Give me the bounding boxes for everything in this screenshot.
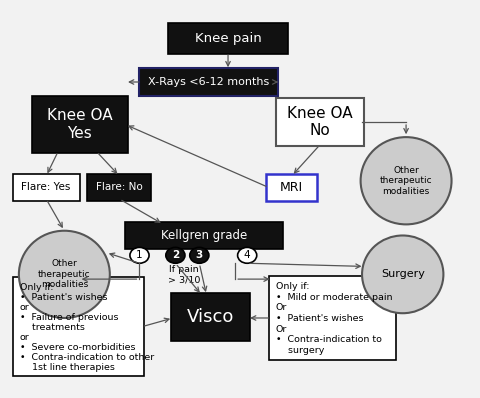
FancyBboxPatch shape xyxy=(276,98,364,146)
FancyBboxPatch shape xyxy=(266,174,317,201)
Text: If pain
> 3/10: If pain > 3/10 xyxy=(168,265,200,284)
Text: or: or xyxy=(20,302,30,312)
Ellipse shape xyxy=(360,137,452,224)
Circle shape xyxy=(130,248,149,263)
Text: 2: 2 xyxy=(172,250,179,260)
Text: 4: 4 xyxy=(244,250,251,260)
FancyBboxPatch shape xyxy=(168,23,288,54)
Text: Flare: No: Flare: No xyxy=(96,183,143,193)
FancyBboxPatch shape xyxy=(32,96,128,153)
Circle shape xyxy=(238,248,257,263)
Text: 1st line therapies: 1st line therapies xyxy=(20,363,115,372)
Text: Only if:: Only if: xyxy=(20,283,53,292)
Text: Only if:: Only if: xyxy=(276,282,310,291)
Text: Knee OA
No: Knee OA No xyxy=(288,106,353,138)
Text: •  Patient's wishes: • Patient's wishes xyxy=(276,314,363,323)
Text: 3: 3 xyxy=(196,250,203,260)
Text: Knee pain: Knee pain xyxy=(195,32,262,45)
Text: treatments: treatments xyxy=(20,323,84,332)
Circle shape xyxy=(190,248,209,263)
FancyBboxPatch shape xyxy=(170,293,250,341)
Text: •  Contra-indication to other: • Contra-indication to other xyxy=(20,353,154,362)
Text: •  Patient's wishes: • Patient's wishes xyxy=(20,293,108,302)
Text: Other
therapeutic
modalities: Other therapeutic modalities xyxy=(38,259,91,289)
Text: or: or xyxy=(20,333,30,342)
Text: MRI: MRI xyxy=(280,181,303,194)
Text: •  Contra-indication to: • Contra-indication to xyxy=(276,335,382,344)
Ellipse shape xyxy=(19,231,110,318)
Text: Kellgren grade: Kellgren grade xyxy=(161,229,247,242)
Text: Other
therapeutic
modalities: Other therapeutic modalities xyxy=(380,166,432,196)
Text: 1: 1 xyxy=(136,250,143,260)
Ellipse shape xyxy=(362,236,444,313)
FancyBboxPatch shape xyxy=(125,222,283,250)
Text: Or: Or xyxy=(276,303,287,312)
Text: Flare: Yes: Flare: Yes xyxy=(22,183,71,193)
Text: surgery: surgery xyxy=(276,346,324,355)
Circle shape xyxy=(166,248,185,263)
Text: •  Severe co-morbidities: • Severe co-morbidities xyxy=(20,343,135,352)
Text: Surgery: Surgery xyxy=(381,269,425,279)
FancyBboxPatch shape xyxy=(12,174,80,201)
Text: Knee OA
Yes: Knee OA Yes xyxy=(47,108,112,141)
FancyBboxPatch shape xyxy=(87,174,152,201)
Text: Or: Or xyxy=(276,325,287,334)
Text: X-Rays <6-12 months: X-Rays <6-12 months xyxy=(148,77,269,87)
FancyBboxPatch shape xyxy=(12,277,144,376)
FancyBboxPatch shape xyxy=(269,276,396,360)
Text: •  Mild or moderate pain: • Mild or moderate pain xyxy=(276,293,392,302)
FancyBboxPatch shape xyxy=(140,68,278,96)
Text: Visco: Visco xyxy=(186,308,234,326)
Text: •  Failure of previous: • Failure of previous xyxy=(20,313,119,322)
